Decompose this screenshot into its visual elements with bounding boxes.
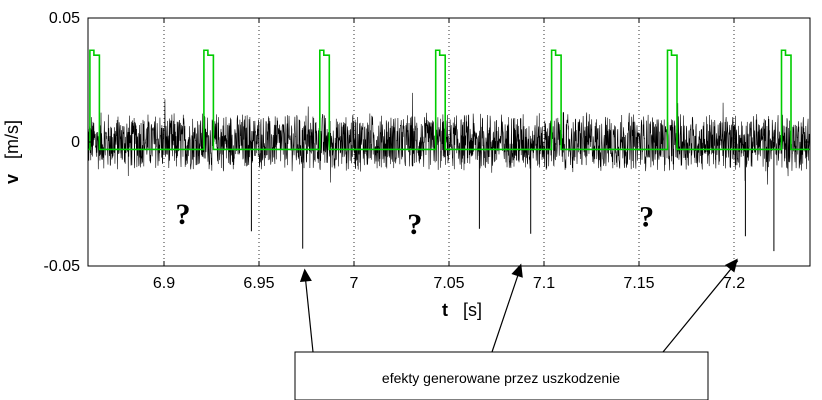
- y-axis-symbol: v: [2, 174, 22, 184]
- callout-arrows: [299, 258, 739, 353]
- x-tick-label: 6.95: [243, 275, 274, 292]
- callout-arrow-head: [511, 263, 523, 278]
- y-tick-label: 0.05: [49, 10, 80, 27]
- y-axis-ticks: -0.05 0 0.05: [44, 10, 810, 275]
- x-axis-ticks: 6.9 6.95 7 7.05 7.1 7.15 7.2: [153, 18, 745, 292]
- x-tick-label: 7.05: [433, 275, 464, 292]
- y-axis-unit: [m/s]: [2, 120, 22, 159]
- x-tick-label: 7.2: [723, 275, 745, 292]
- x-tick-label: 7.15: [623, 275, 654, 292]
- callout-text: efekty generowane przez uszkodzenie: [382, 370, 620, 386]
- y-axis-label: v [m/s]: [2, 120, 22, 184]
- y-tick-label: 0: [71, 134, 80, 151]
- question-mark: ?: [407, 208, 422, 241]
- question-mark: ?: [176, 198, 191, 231]
- callout: efekty generowane przez uszkodzenie: [294, 258, 739, 400]
- question-mark: ?: [639, 200, 654, 233]
- question-marks: ???: [176, 198, 655, 241]
- callout-arrow-line: [662, 260, 739, 353]
- noise-line: [88, 92, 810, 185]
- x-axis-symbol: t: [442, 300, 448, 320]
- x-tick-label: 7.1: [533, 275, 555, 292]
- callout-arrow-head: [299, 268, 312, 283]
- x-axis-label: t [s]: [442, 300, 482, 320]
- series-pulse-signal: [88, 49, 810, 151]
- pulse-line: [88, 49, 810, 151]
- callout-arrow-line: [491, 265, 522, 353]
- callout-arrow-line: [304, 270, 314, 353]
- x-tick-label: 6.9: [153, 275, 175, 292]
- y-tick-label: -0.05: [44, 258, 81, 275]
- series-velocity-signal: [88, 92, 810, 252]
- x-axis-unit: [s]: [463, 300, 482, 320]
- callout-arrow-head: [724, 258, 738, 273]
- callout-box: [294, 351, 709, 400]
- x-tick-label: 7: [350, 275, 359, 292]
